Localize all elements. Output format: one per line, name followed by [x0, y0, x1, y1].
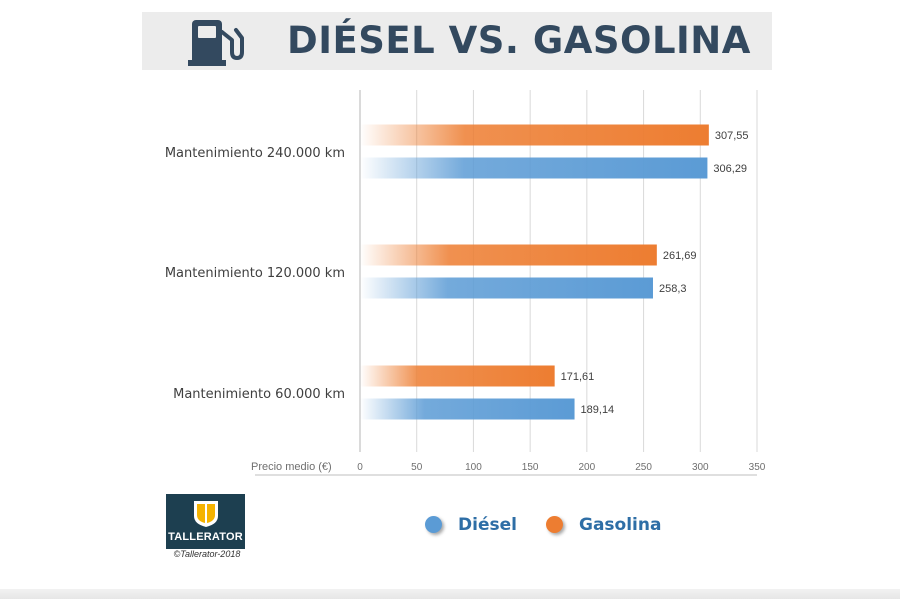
x-tick-label-350: 350	[749, 462, 766, 473]
fuel-pump-icon	[188, 20, 244, 66]
value-label-gasolina-2: 171,61	[561, 371, 595, 383]
x-tick-label-200: 200	[579, 462, 596, 473]
bar-gasolina-2	[360, 365, 555, 387]
shield-icon	[194, 501, 218, 527]
category-label-0: Mantenimiento 240.000 km	[165, 146, 345, 161]
x-tick-label-100: 100	[465, 462, 482, 473]
bar-gasolina-0	[360, 124, 709, 146]
value-label-diesel-1: 258,3	[659, 283, 687, 295]
value-label-diesel-2: 189,14	[581, 404, 615, 416]
legend-marker-gasolina	[546, 516, 563, 533]
value-label-gasolina-0: 307,55	[715, 130, 749, 142]
x-tick-label-0: 0	[357, 462, 363, 473]
value-label-gasolina-1: 261,69	[663, 250, 697, 262]
bar-gasolina-1	[360, 244, 657, 266]
logo-name: TALLERATOR	[168, 531, 243, 543]
title-bar: DIÉSEL VS. GASOLINA	[142, 12, 772, 70]
legend-label-diesel: Diésel	[458, 515, 517, 535]
bar-chart: 0 50 100 150 200 250 300 350 Precio medio (€) Man…	[165, 90, 766, 476]
tallerator-logo: TALLERATOR	[166, 494, 245, 549]
x-tick-label-150: 150	[522, 462, 539, 473]
chart-title: DIÉSEL VS. GASOLINA	[287, 19, 751, 62]
legend-marker-diesel	[425, 516, 442, 533]
legend-item-diesel: Diésel	[425, 512, 535, 538]
bar-diesel-1	[360, 277, 653, 299]
x-tick-label-250: 250	[635, 462, 652, 473]
category-label-2: Mantenimiento 60.000 km	[173, 387, 345, 402]
x-tick-label-300: 300	[692, 462, 709, 473]
category-label-1: Mantenimiento 120.000 km	[165, 266, 345, 281]
bar-diesel-2	[360, 398, 575, 420]
legend-item-gasolina: Gasolina	[546, 512, 686, 538]
value-label-diesel-0: 306,29	[713, 163, 747, 175]
logo-copyright: ©Tallerator-2018	[173, 549, 241, 559]
legend-label-gasolina: Gasolina	[579, 515, 662, 535]
bar-diesel-0	[360, 157, 708, 179]
x-tick-label-50: 50	[411, 462, 423, 473]
x-axis-title: Precio medio (€)	[251, 461, 332, 473]
page-bottom-band	[0, 589, 900, 599]
